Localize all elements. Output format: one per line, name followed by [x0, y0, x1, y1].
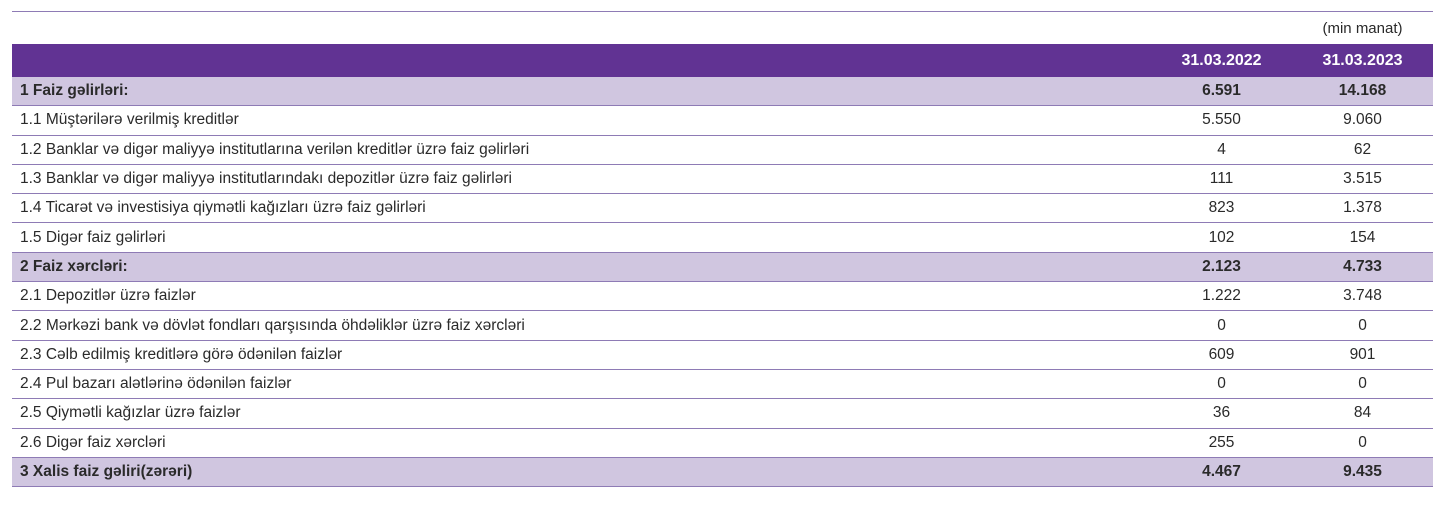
value-2023: 62 — [1292, 135, 1433, 165]
unit-label: (min manat) — [1322, 20, 1403, 37]
table-row: 1.4 Ticarət və investisiya qiymətli kağı… — [12, 193, 1433, 224]
table-row: 2.2 Mərkəzi bank və dövlət fondları qarş… — [12, 310, 1433, 341]
subtotal-row: 1 Faiz gəlirləri: 6.591 14.168 — [12, 77, 1433, 107]
row-label: 2.1 Depozitlər üzrə faizlər — [12, 281, 1151, 312]
value-2022: 4.467 — [1151, 457, 1292, 488]
value-2023: 3.515 — [1292, 164, 1433, 195]
table-row: 1.1 Müştərilərə verilmiş kreditlər 5.550 9… — [12, 105, 1433, 136]
table-row: 1.3 Banklar və digər maliyyə institutlar… — [12, 164, 1433, 195]
value-2022: 0 — [1151, 369, 1292, 400]
value-2023: 901 — [1292, 340, 1433, 370]
row-label: 1.2 Banklar və digər maliyyə institutlar… — [12, 135, 1151, 165]
row-label: 2.3 Cəlb edilmiş kreditlərə görə ödənilə… — [12, 340, 1151, 370]
value-2023: 14.168 — [1292, 77, 1433, 107]
table-row: 2.1 Depozitlər üzrə faizlər 1.222 3.748 — [12, 281, 1433, 312]
table-row: 2.3 Cəlb edilmiş kreditlərə görə ödənilə… — [12, 340, 1433, 370]
value-2022: 111 — [1151, 164, 1292, 195]
value-2022: 36 — [1151, 398, 1292, 429]
table-row: 2.4 Pul bazarı alətlərinə ödənilən faizl… — [12, 369, 1433, 400]
row-label: 1.4 Ticarət və investisiya qiymətli kağı… — [12, 193, 1151, 224]
value-2022: 4 — [1151, 135, 1292, 165]
row-label: 2.2 Mərkəzi bank və dövlət fondları qarş… — [12, 310, 1151, 341]
row-label: 1.5 Digər faiz gəlirləri — [12, 222, 1151, 253]
value-2023: 4.733 — [1292, 252, 1433, 283]
value-2022: 2.123 — [1151, 252, 1292, 283]
value-2022: 0 — [1151, 310, 1292, 341]
row-label: 2.4 Pul bazarı alətlərinə ödənilən faizl… — [12, 369, 1151, 400]
top-rule — [12, 11, 1433, 12]
value-2023: 0 — [1292, 310, 1433, 341]
value-2022: 6.591 — [1151, 77, 1292, 107]
value-2023: 0 — [1292, 369, 1433, 400]
row-label: 1.1 Müştərilərə verilmiş kreditlər — [12, 105, 1151, 136]
table-row: 1.5 Digər faiz gəlirləri 102 154 — [12, 222, 1433, 253]
row-label: 2 Faiz xərcləri: — [12, 252, 1151, 283]
row-label: 3 Xalis faiz gəliri(zərəri) — [12, 457, 1151, 488]
table-row: 2.6 Digər faiz xərcləri 255 0 — [12, 428, 1433, 458]
table-row: 2.5 Qiymətli kağızlar üzrə faizlər 36 84 — [12, 398, 1433, 429]
value-2022: 255 — [1151, 428, 1292, 458]
value-2022: 823 — [1151, 193, 1292, 224]
value-2022: 609 — [1151, 340, 1292, 370]
value-2023: 1.378 — [1292, 193, 1433, 224]
column-header-2022: 31.03.2022 — [1151, 44, 1292, 77]
table-row: 1.2 Banklar və digər maliyyə institutlar… — [12, 135, 1433, 165]
value-2023: 154 — [1292, 222, 1433, 253]
row-label: 1 Faiz gəlirləri: — [12, 77, 1151, 107]
interest-income-table: 31.03.2022 31.03.2023 1 Faiz gəlirləri: 6… — [12, 44, 1433, 488]
label-header — [12, 44, 1151, 77]
value-2023: 84 — [1292, 398, 1433, 429]
value-2022: 1.222 — [1151, 281, 1292, 312]
subtotal-row: 2 Faiz xərcləri: 2.123 4.733 — [12, 252, 1433, 283]
row-label: 2.5 Qiymətli kağızlar üzrə faizlər — [12, 398, 1151, 429]
value-2023: 9.435 — [1292, 457, 1433, 488]
value-2023: 0 — [1292, 428, 1433, 458]
value-2023: 9.060 — [1292, 105, 1433, 136]
column-header-2023: 31.03.2023 — [1292, 44, 1433, 77]
header-row: 31.03.2022 31.03.2023 — [12, 44, 1433, 77]
value-2023: 3.748 — [1292, 281, 1433, 312]
value-2022: 102 — [1151, 222, 1292, 253]
row-label: 2.6 Digər faiz xərcləri — [12, 428, 1151, 458]
value-2022: 5.550 — [1151, 105, 1292, 136]
row-label: 1.3 Banklar və digər maliyyə institutlar… — [12, 164, 1151, 195]
subtotal-row: 3 Xalis faiz gəliri(zərəri) 4.467 9.435 — [12, 457, 1433, 488]
